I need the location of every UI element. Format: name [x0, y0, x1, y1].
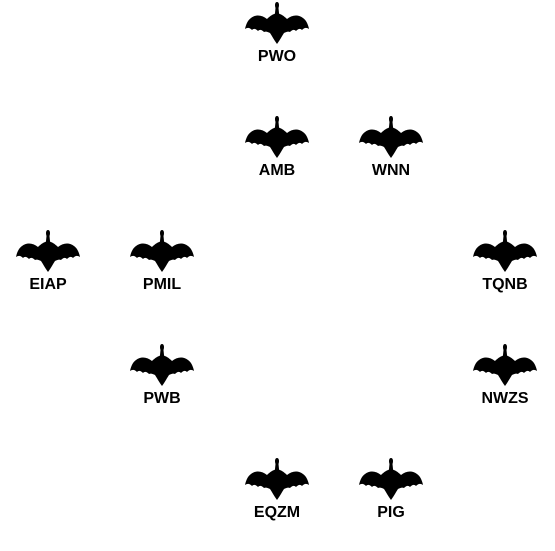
bird-label: NWZS: [481, 390, 529, 407]
bird-icon: [245, 2, 309, 44]
bird-label: AMB: [258, 162, 296, 179]
bird-icon: [245, 458, 309, 500]
bird-node-nwzs: NWZS: [460, 343, 550, 423]
bird-label: PWO: [257, 48, 297, 65]
bird-icon: [130, 230, 194, 272]
bird-icon: [359, 116, 423, 158]
bird-label: PIG: [377, 504, 405, 521]
bird-label: EQZM: [253, 504, 301, 521]
bird-icon: [473, 230, 537, 272]
bird-node-eqzm: EQZM: [232, 457, 322, 537]
bird-node-pwb: PWB: [117, 343, 207, 423]
bird-label: WNN: [371, 162, 411, 179]
bird-node-pmil: PMIL: [117, 229, 207, 309]
bird-node-pig: PIG: [346, 457, 436, 537]
bird-icon: [16, 230, 80, 272]
bird-label: PWB: [143, 390, 181, 407]
bird-icon: [473, 344, 537, 386]
bird-label: EIAP: [29, 276, 67, 293]
bird-node-tqnb: TQNB: [460, 229, 550, 309]
bird-node-eiap: EIAP: [3, 229, 93, 309]
bird-icon: [359, 458, 423, 500]
bird-node-wnn: WNN: [346, 115, 436, 195]
bird-label: TQNB: [482, 276, 528, 293]
bird-icon: [130, 344, 194, 386]
bird-node-amb: AMB: [232, 115, 322, 195]
bird-node-pwo: PWO: [232, 1, 322, 81]
bird-label: PMIL: [142, 276, 182, 293]
bird-icon: [245, 116, 309, 158]
